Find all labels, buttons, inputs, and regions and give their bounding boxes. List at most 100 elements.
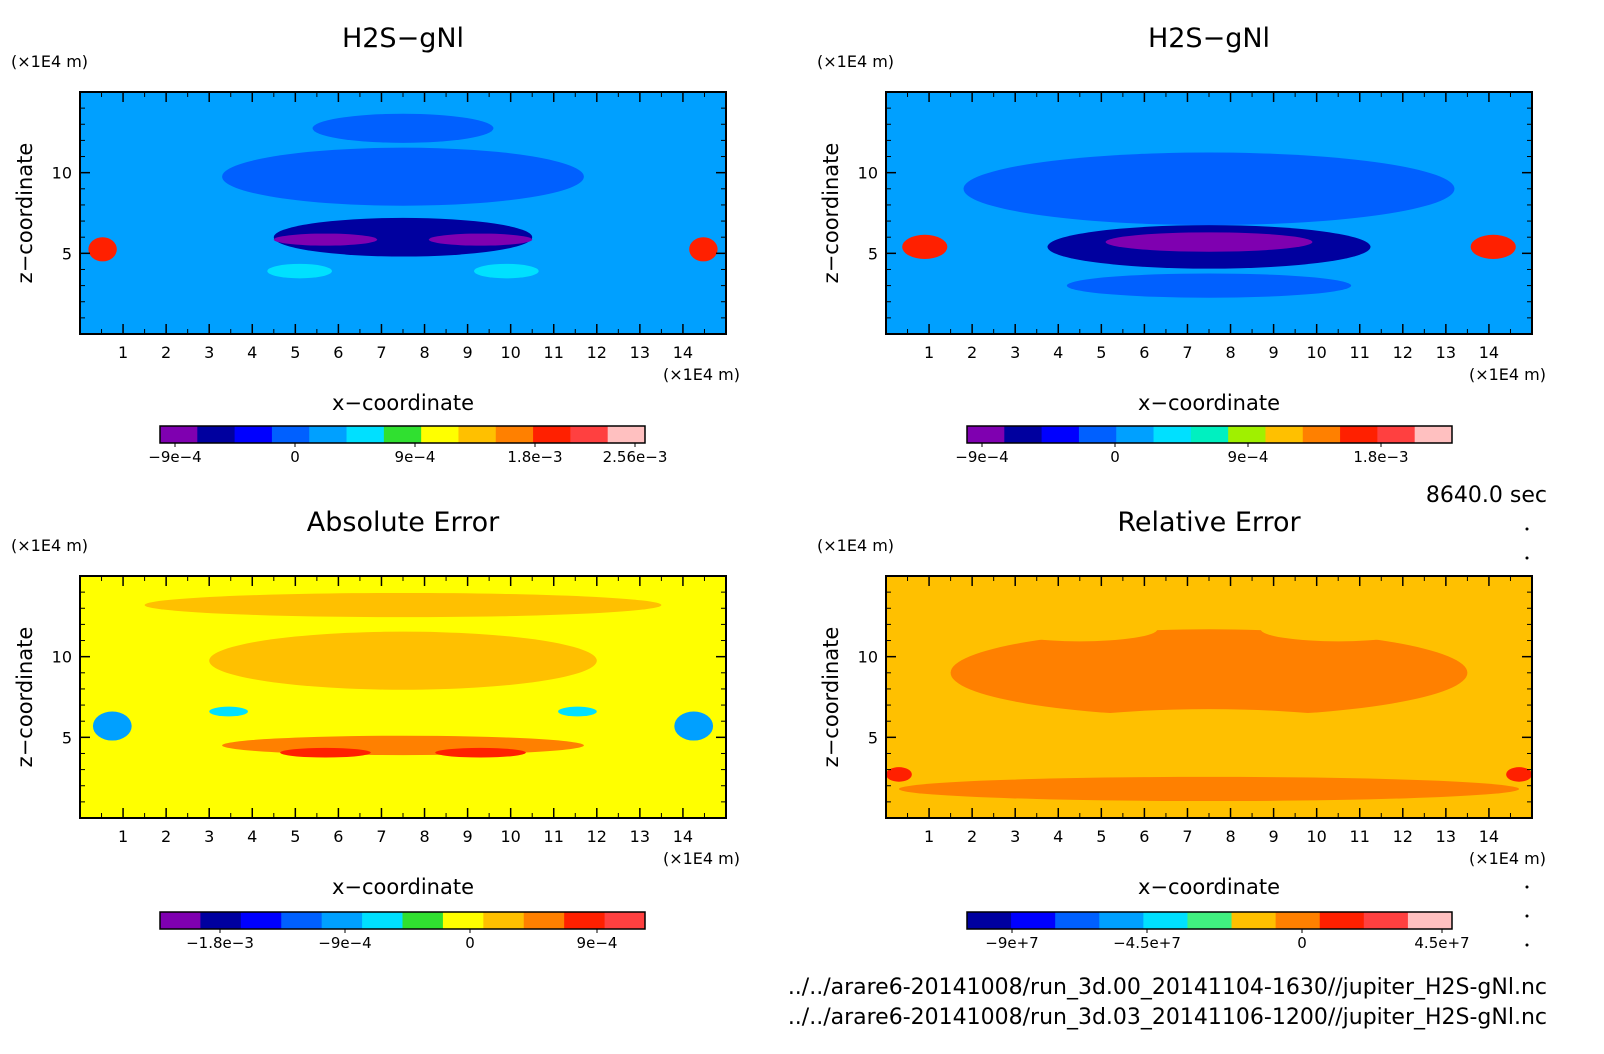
colorbar-swatch xyxy=(458,426,497,443)
heatmap-region xyxy=(222,147,584,206)
colorbar-label: 9e−4 xyxy=(395,448,436,466)
x-axis-label: x−coordinate xyxy=(1138,391,1280,415)
margin-dot xyxy=(1525,527,1529,531)
colorbar: −9e−4 0 9e−4 1.8e−3 2.56e−3 xyxy=(148,425,668,466)
x-tick-label: 5 xyxy=(1096,343,1106,362)
x-tick-label: 3 xyxy=(204,343,214,362)
colorbar-swatch xyxy=(604,912,646,929)
colorbar-swatch xyxy=(1302,426,1341,443)
colorbar-label: −9e+7 xyxy=(985,934,1038,952)
colorbar-frame xyxy=(159,911,646,930)
colorbar-swatch xyxy=(321,912,363,929)
y-axis-label: z−coordinate xyxy=(819,627,843,768)
y-tick-label: 10 xyxy=(52,648,72,667)
x-unit-label: (×1E4 m) xyxy=(663,849,740,868)
y-unit-label: (×1E4 m) xyxy=(817,52,894,71)
colorbar-swatch xyxy=(1099,912,1144,929)
colorbar: −9e−4 0 9e−4 1.8e−3 xyxy=(955,425,1453,466)
y-unit-label: (×1E4 m) xyxy=(11,536,88,555)
x-tick-label: 11 xyxy=(1350,343,1370,362)
x-tick-label: 14 xyxy=(673,343,693,362)
colorbar-swatch xyxy=(564,912,606,929)
x-tick-label: 5 xyxy=(1096,827,1106,846)
chart-panel-3: Absolute Error(×1E4 m)1 2 3 4 5 6 7 8 9 10 11 12 13 1… xyxy=(11,507,740,952)
x-tick-label: 9 xyxy=(463,343,473,362)
x-tick-label: 9 xyxy=(1269,827,1279,846)
colorbar-swatch xyxy=(271,426,310,443)
colorbar-swatch xyxy=(1011,912,1056,929)
colorbar-swatch xyxy=(1363,912,1409,929)
x-tick-label: 2 xyxy=(967,827,977,846)
colorbar-swatch xyxy=(383,426,422,443)
y-tick-label: 10 xyxy=(52,164,72,183)
x-tick-label: 3 xyxy=(1010,827,1020,846)
colorbar-label: −1.8e−3 xyxy=(186,934,254,952)
colorbar-swatch xyxy=(495,426,534,443)
panel-title: H2S−gNl xyxy=(342,23,464,54)
margin-dot xyxy=(1525,914,1529,918)
heatmap-region xyxy=(1506,767,1532,782)
heatmap-region xyxy=(689,237,718,262)
colorbar-swatch xyxy=(1414,426,1453,443)
x-tick-label: 7 xyxy=(376,343,386,362)
colorbar-swatch xyxy=(1116,426,1155,443)
colorbar-swatch xyxy=(362,912,403,929)
x-tick-label: 12 xyxy=(587,343,607,362)
colorbar-swatch xyxy=(1078,426,1117,443)
x-tick-label: 2 xyxy=(967,343,977,362)
colorbar-swatch xyxy=(421,426,459,443)
colorbar-swatch xyxy=(1319,912,1365,929)
x-tick-label: 4 xyxy=(1053,343,1063,362)
colorbar-label: −9e−4 xyxy=(318,934,371,952)
colorbar-swatch xyxy=(1143,912,1188,929)
heatmap-region xyxy=(144,592,662,618)
colorbar-swatch xyxy=(200,912,242,929)
colorbar-swatch xyxy=(402,912,444,929)
heatmap-region xyxy=(674,711,714,741)
heatmap-region xyxy=(267,263,332,279)
panel-title: Relative Error xyxy=(1117,507,1301,538)
x-tick-label: 9 xyxy=(463,827,473,846)
colorbar-label: 4.5e+7 xyxy=(1414,934,1469,952)
time-label: 8640.0 sec xyxy=(1426,483,1547,508)
heatmap-region xyxy=(902,234,948,259)
colorbar-swatch xyxy=(483,912,525,929)
colorbar-swatch xyxy=(1228,426,1266,443)
colorbar-swatch xyxy=(967,912,1012,929)
margin-dot xyxy=(1525,885,1529,889)
heatmap-region xyxy=(222,735,584,756)
x-tick-label: 12 xyxy=(1393,827,1413,846)
colorbar-label: 0 xyxy=(1110,448,1120,466)
colorbar-swatch xyxy=(281,912,323,929)
y-unit-label: (×1E4 m) xyxy=(817,536,894,555)
x-tick-label: 13 xyxy=(630,343,650,362)
colorbar-swatch xyxy=(1265,426,1304,443)
x-tick-label: 8 xyxy=(1225,827,1235,846)
x-tick-label: 8 xyxy=(1225,343,1235,362)
y-tick-label: 10 xyxy=(858,164,878,183)
colorbar-swatch xyxy=(607,426,646,443)
margin-dot xyxy=(1525,556,1529,560)
x-tick-label: 8 xyxy=(419,343,429,362)
x-tick-label: 13 xyxy=(1436,343,1456,362)
x-tick-label: 10 xyxy=(500,343,520,362)
colorbar-frame xyxy=(159,425,646,444)
colorbar-swatch xyxy=(1231,912,1277,929)
heatmap-region xyxy=(898,776,1520,802)
heatmap-region xyxy=(88,237,117,262)
colorbar-label: −4.5e+7 xyxy=(1113,934,1181,952)
colorbar-label: 2.56e−3 xyxy=(603,448,668,466)
y-axis-label: z−coordinate xyxy=(13,627,37,768)
x-tick-label: 1 xyxy=(924,343,934,362)
colorbar-swatch xyxy=(1340,426,1378,443)
x-tick-label: 5 xyxy=(290,343,300,362)
margin-dot xyxy=(1525,943,1529,947)
heatmap-field xyxy=(80,576,726,818)
heatmap-field xyxy=(886,92,1532,334)
y-tick-label: 5 xyxy=(62,244,72,263)
chart-panel-1: H2S−gNl(×1E4 m)1 2 3 4 5 6 7 8 9 10 11 12 13 14510(×1… xyxy=(11,23,740,466)
heatmap-region xyxy=(1470,234,1516,259)
x-unit-label: (×1E4 m) xyxy=(663,365,740,384)
colorbar-swatch xyxy=(1377,426,1416,443)
